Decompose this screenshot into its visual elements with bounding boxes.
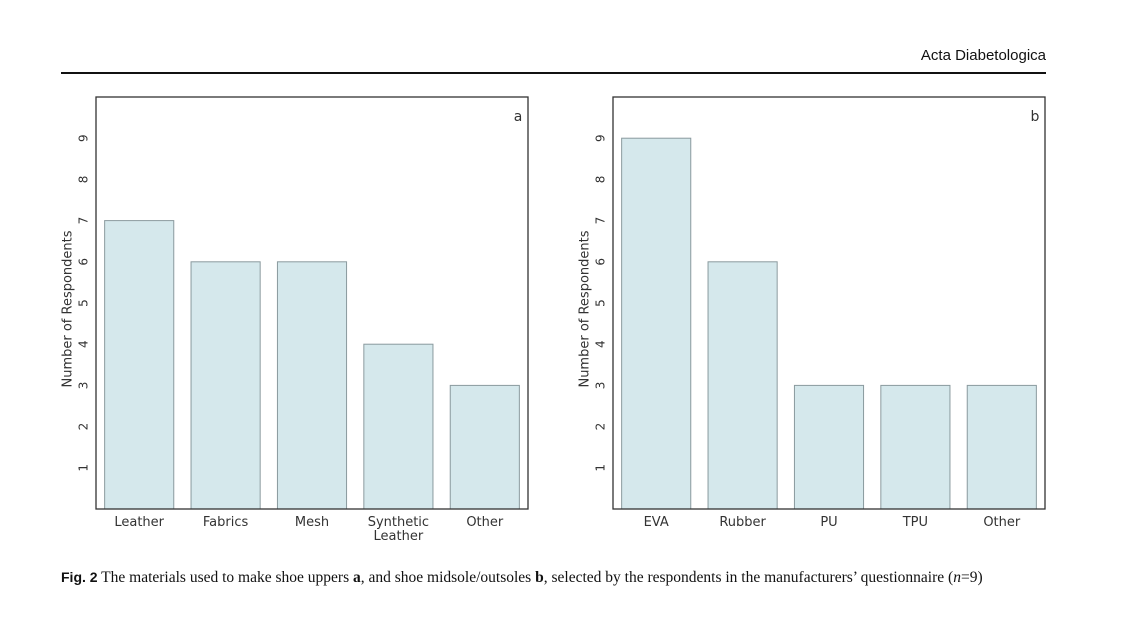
bar: [707, 261, 778, 510]
bar: [966, 384, 1037, 510]
bar: [363, 343, 434, 510]
y-tick-label: 4: [594, 340, 608, 348]
y-tick-label: 7: [594, 217, 608, 225]
caption-text: n: [953, 569, 961, 586]
x-tick-label: Fabrics: [202, 515, 249, 530]
plot-frame: [612, 96, 1046, 510]
x-tick-label: Synthetic Leather: [367, 515, 430, 544]
y-axis-label: Number of Respondents: [61, 230, 76, 387]
y-tick-label: 6: [77, 258, 91, 266]
caption-text: , selected by the respondents in the man…: [543, 569, 954, 586]
bar: [880, 384, 951, 510]
panel-label: b: [1031, 109, 1040, 125]
y-tick-label: 1: [594, 464, 608, 472]
x-tick-label: Mesh: [294, 515, 330, 530]
y-tick-label: 4: [77, 340, 91, 348]
caption: Fig. 2 The materials used to make shoe u…: [61, 567, 1051, 588]
x-tick-label: TPU: [902, 515, 929, 530]
y-tick-label: 8: [77, 176, 91, 184]
bar: [449, 384, 520, 510]
caption-text: =9): [960, 569, 983, 586]
y-axis-label: Number of Respondents: [578, 230, 593, 387]
y-tick-label: 1: [77, 464, 91, 472]
bar: [276, 261, 348, 510]
y-tick-label: 2: [594, 423, 608, 431]
y-tick-label: 9: [77, 134, 91, 142]
header-rule: [61, 72, 1046, 74]
y-tick-label: 3: [77, 382, 91, 390]
y-tick-label: 8: [594, 176, 608, 184]
panel-label: a: [514, 109, 523, 125]
y-tick-label: 2: [77, 423, 91, 431]
y-tick-label: 7: [77, 217, 91, 225]
caption-text: The materials used to make shoe uppers: [101, 569, 353, 586]
bar: [190, 261, 261, 510]
journal-name: Acta Diabetologica: [920, 47, 1046, 64]
bar: [104, 220, 175, 510]
y-tick-label: 5: [77, 299, 91, 307]
y-tick-label: 5: [594, 299, 608, 307]
y-tick-label: 6: [594, 258, 608, 266]
caption-text: a: [352, 569, 361, 586]
x-tick-label: Other: [983, 515, 1021, 530]
bar: [621, 137, 692, 510]
x-tick-label: EVA: [643, 515, 669, 530]
x-tick-label: Other: [466, 515, 504, 530]
caption-text: b: [535, 569, 544, 586]
plot-frame: [95, 96, 529, 510]
y-tick-label: 3: [594, 382, 608, 390]
caption-label: Fig. 2: [61, 569, 98, 585]
x-tick-label: Leather: [114, 515, 165, 530]
caption-text: , and shoe midsole/outsoles: [360, 569, 536, 586]
x-tick-label: PU: [820, 515, 838, 530]
x-tick-label: Rubber: [719, 515, 766, 530]
y-tick-label: 9: [594, 134, 608, 142]
bar: [793, 384, 865, 510]
